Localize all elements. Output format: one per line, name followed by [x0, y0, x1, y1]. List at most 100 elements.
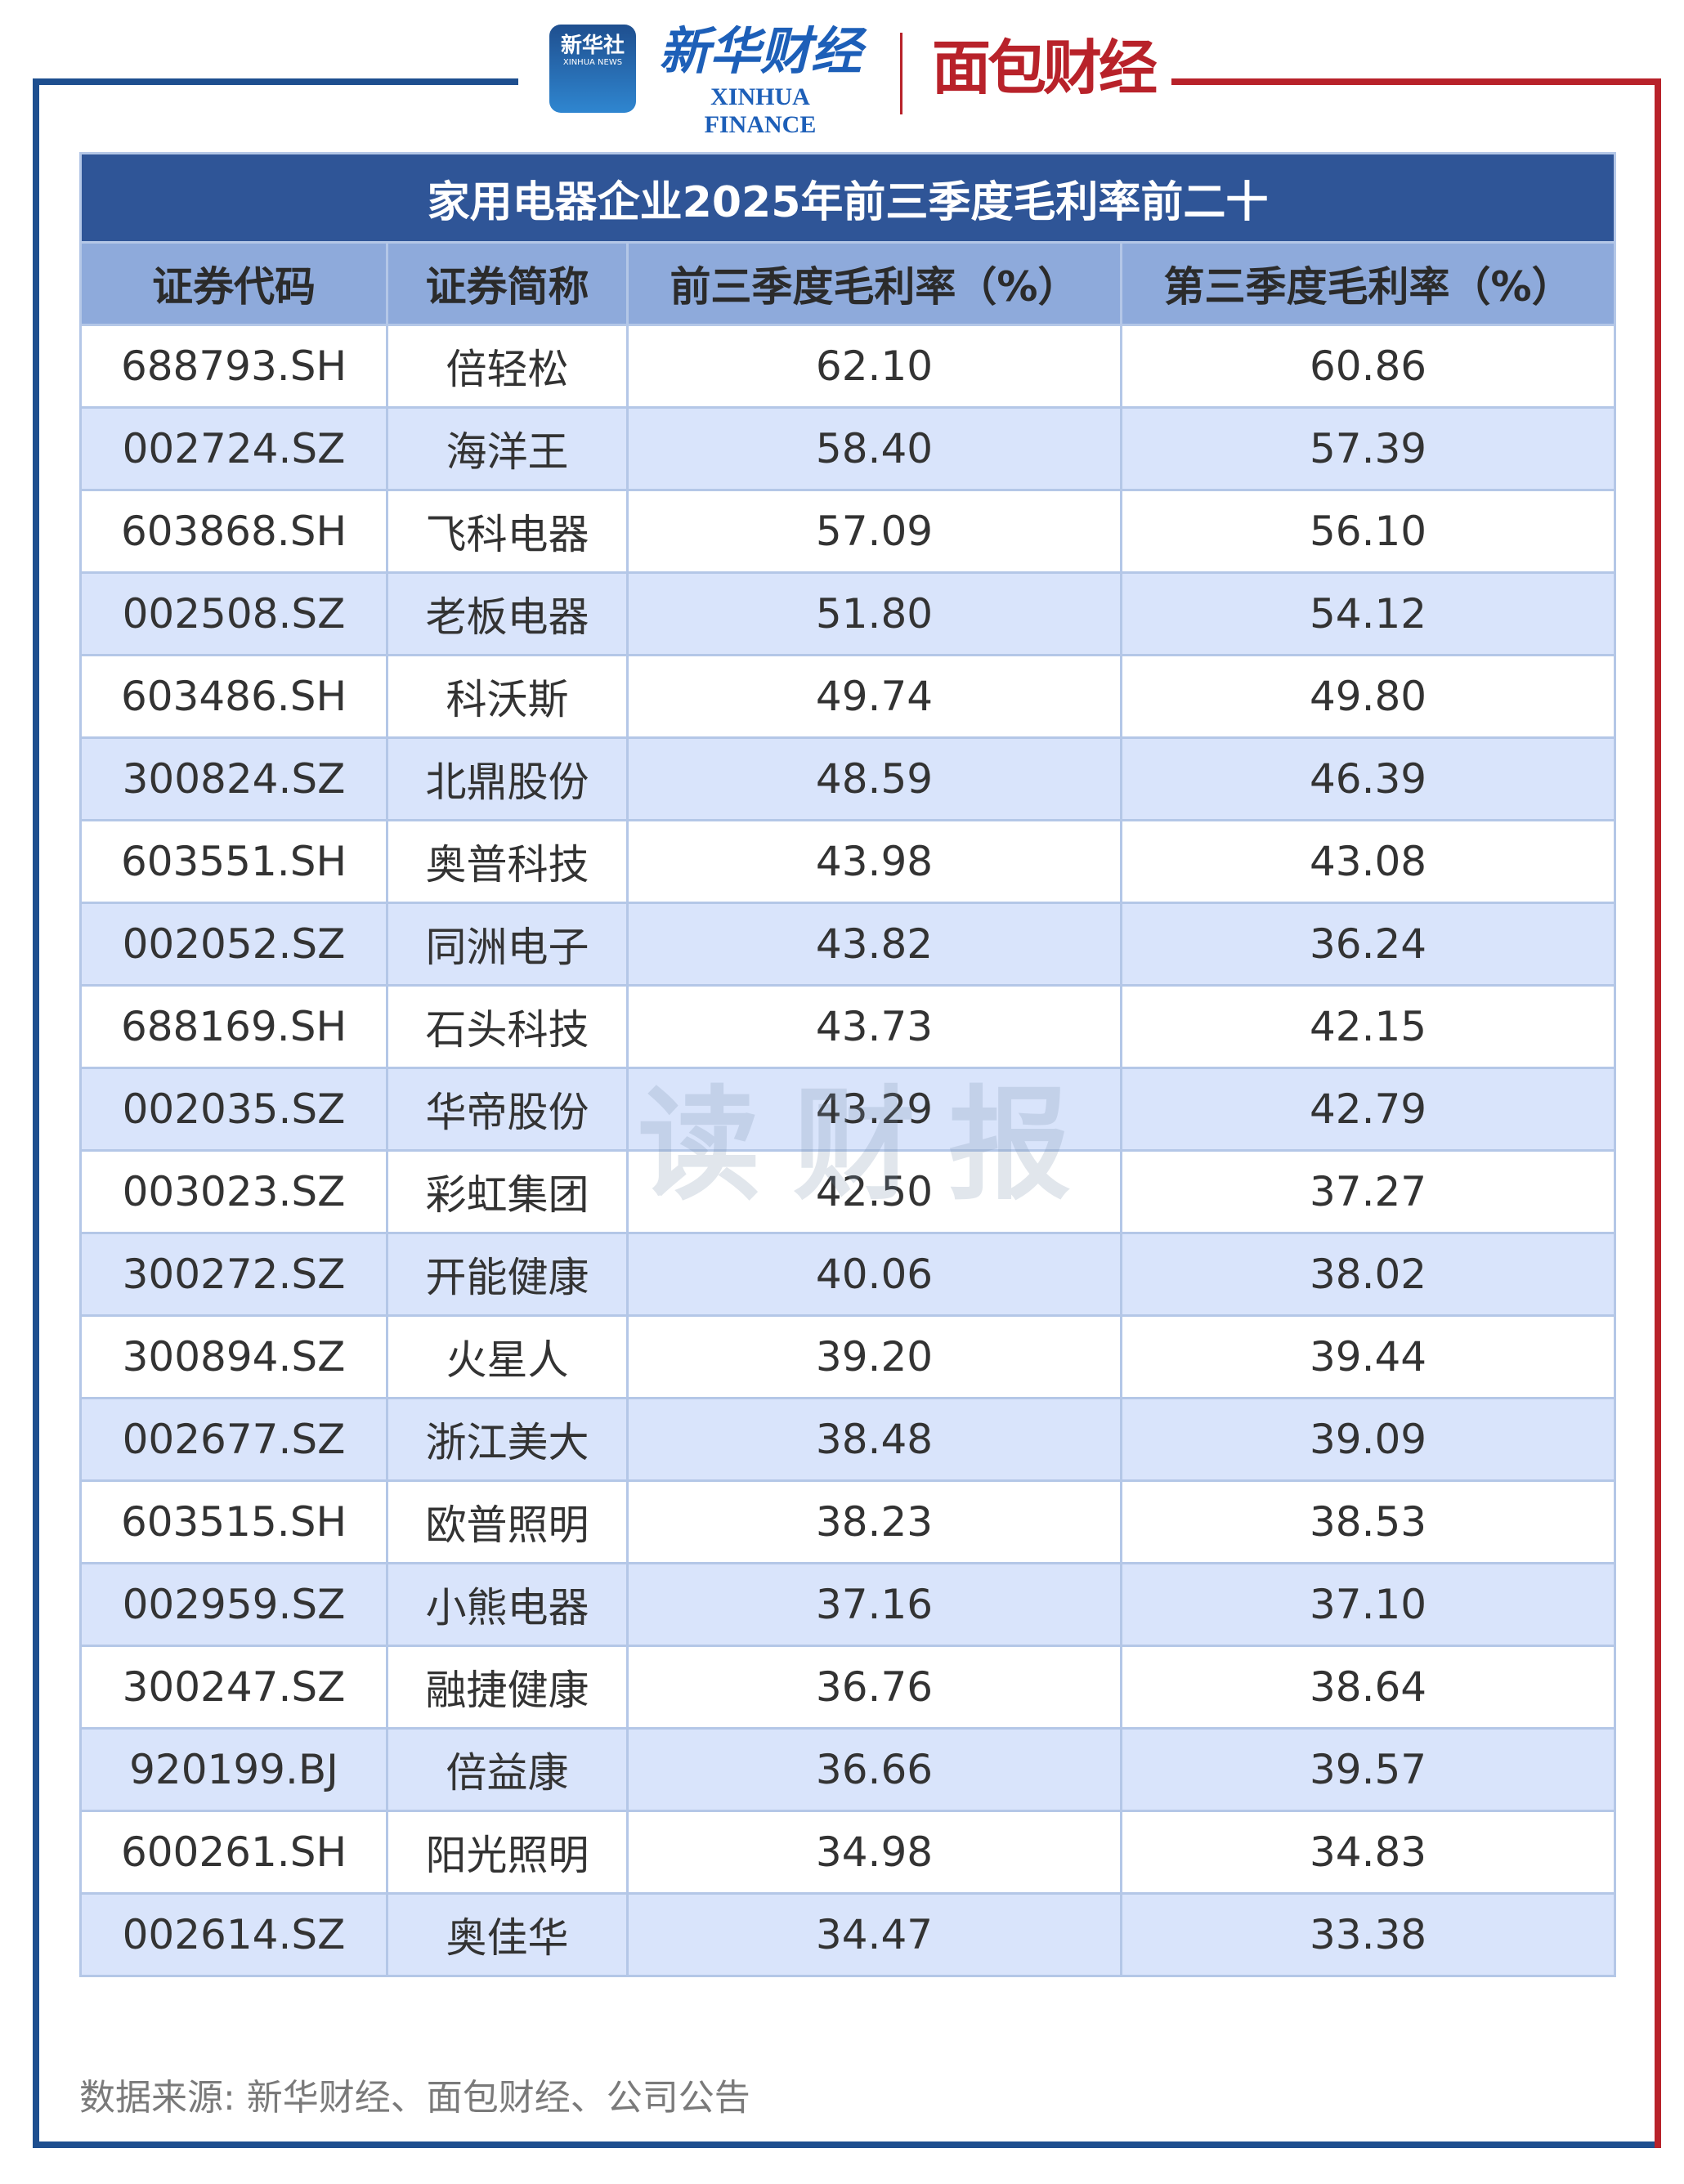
q3-margin-cell: 38.53 — [1119, 1479, 1617, 1564]
stock-code-cell: 300247.SZ — [79, 1645, 388, 1730]
q3-margin-cell: 42.79 — [1119, 1067, 1617, 1152]
q3-margin-cell: 38.64 — [1119, 1645, 1617, 1730]
stock-code-cell: 688793.SH — [79, 324, 388, 409]
stock-code-cell: 688169.SH — [79, 984, 388, 1069]
stock-name-cell: 奥佳华 — [386, 1892, 629, 1977]
stock-name-cell: 阳光照明 — [386, 1810, 629, 1895]
stock-name-cell: 倍益康 — [386, 1727, 629, 1812]
stock-code-cell: 300824.SZ — [79, 736, 388, 821]
q3-margin-cell: 37.10 — [1119, 1562, 1617, 1647]
ytd-margin-cell: 57.09 — [626, 489, 1122, 574]
stock-code-cell: 300272.SZ — [79, 1232, 388, 1317]
frame-left — [33, 78, 39, 2148]
table-row: 300894.SZ 火星人 39.20 39.44 — [79, 1314, 1617, 1399]
q3-margin-cell: 56.10 — [1119, 489, 1617, 574]
stock-name-cell: 小熊电器 — [386, 1562, 629, 1647]
stock-code-cell: 603486.SH — [79, 654, 388, 739]
q3-margin-cell: 39.09 — [1119, 1397, 1617, 1482]
stock-name-cell: 倍轻松 — [386, 324, 629, 409]
ytd-margin-cell: 51.80 — [626, 571, 1122, 656]
stock-code-cell: 002959.SZ — [79, 1562, 388, 1647]
table-row: 002677.SZ 浙江美大 38.48 39.09 — [79, 1397, 1617, 1482]
stock-name-cell: 飞科电器 — [386, 489, 629, 574]
stock-name-cell: 欧普照明 — [386, 1479, 629, 1564]
ytd-margin-cell: 38.48 — [626, 1397, 1122, 1482]
ytd-margin-cell: 36.66 — [626, 1727, 1122, 1812]
frame-top-right — [1171, 78, 1661, 85]
ytd-margin-cell: 42.50 — [626, 1149, 1122, 1234]
stock-code-cell: 002724.SZ — [79, 406, 388, 491]
stock-code-cell: 920199.BJ — [79, 1727, 388, 1812]
table-row: 002035.SZ 华帝股份 43.29 42.79 — [79, 1067, 1617, 1152]
stock-code-cell: 002052.SZ — [79, 902, 388, 987]
stock-name-cell: 海洋王 — [386, 406, 629, 491]
table-row: 300824.SZ 北鼎股份 48.59 46.39 — [79, 736, 1617, 821]
q3-margin-cell: 42.15 — [1119, 984, 1617, 1069]
table-row: 603551.SH 奥普科技 43.98 43.08 — [79, 819, 1617, 904]
column-header: 证券代码 — [79, 241, 388, 326]
table-row: 002052.SZ 同洲电子 43.82 36.24 — [79, 902, 1617, 987]
mianbao-finance-logo: 面包财经 — [932, 34, 1158, 102]
stock-name-cell: 奥普科技 — [386, 819, 629, 904]
q3-margin-cell: 33.38 — [1119, 1892, 1617, 1977]
q3-margin-cell: 37.27 — [1119, 1149, 1617, 1234]
column-header: 第三季度毛利率（%） — [1119, 241, 1617, 326]
q3-margin-cell: 57.39 — [1119, 406, 1617, 491]
stock-name-cell: 北鼎股份 — [386, 736, 629, 821]
table-row: 600261.SH 阳光照明 34.98 34.83 — [79, 1810, 1617, 1895]
q3-margin-cell: 38.02 — [1119, 1232, 1617, 1317]
q3-margin-cell: 39.44 — [1119, 1314, 1617, 1399]
table-title: 家用电器企业2025年前三季度毛利率前二十 — [78, 152, 1617, 244]
frame-bottom — [33, 2141, 1661, 2148]
frame-top-left — [33, 78, 518, 85]
table-row: 002614.SZ 奥佳华 34.47 33.38 — [79, 1892, 1617, 1977]
q3-margin-cell: 49.80 — [1119, 654, 1617, 739]
stock-code-cell: 300894.SZ — [79, 1314, 388, 1399]
stock-name-cell: 火星人 — [386, 1314, 629, 1399]
ytd-margin-cell: 48.59 — [626, 736, 1122, 821]
ytd-margin-cell: 34.98 — [626, 1810, 1122, 1895]
q3-margin-cell: 60.86 — [1119, 324, 1617, 409]
table-row: 003023.SZ 彩虹集团 42.50 37.27 — [79, 1149, 1617, 1234]
ytd-margin-cell: 43.73 — [626, 984, 1122, 1069]
ytd-margin-cell: 43.98 — [626, 819, 1122, 904]
ytd-margin-cell: 38.23 — [626, 1479, 1122, 1564]
stock-name-cell: 华帝股份 — [386, 1067, 629, 1152]
ytd-margin-cell: 37.16 — [626, 1562, 1122, 1647]
q3-margin-cell: 34.83 — [1119, 1810, 1617, 1895]
stock-code-cell: 002508.SZ — [79, 571, 388, 656]
ytd-margin-cell: 39.20 — [626, 1314, 1122, 1399]
stock-name-cell: 同洲电子 — [386, 902, 629, 987]
q3-margin-cell: 46.39 — [1119, 736, 1617, 821]
table-row: 920199.BJ 倍益康 36.66 39.57 — [79, 1727, 1617, 1812]
column-header: 证券简称 — [386, 241, 629, 326]
stock-name-cell: 浙江美大 — [386, 1397, 629, 1482]
q3-margin-cell: 36.24 — [1119, 902, 1617, 987]
ytd-margin-cell: 43.82 — [626, 902, 1122, 987]
table-row: 603486.SH 科沃斯 49.74 49.80 — [79, 654, 1617, 739]
table-row: 603515.SH 欧普照明 38.23 38.53 — [79, 1479, 1617, 1564]
xinhua-news-logo: 新华社 XINHUA NEWS — [549, 25, 636, 113]
stock-code-cell: 002614.SZ — [79, 1892, 388, 1977]
stock-name-cell: 科沃斯 — [386, 654, 629, 739]
stock-name-cell: 彩虹集团 — [386, 1149, 629, 1234]
table-row: 603868.SH 飞科电器 57.09 56.10 — [79, 489, 1617, 574]
table-row: 002724.SZ 海洋王 58.40 57.39 — [79, 406, 1617, 491]
ytd-margin-cell: 40.06 — [626, 1232, 1122, 1317]
stock-code-cell: 002677.SZ — [79, 1397, 388, 1482]
table-row: 688169.SH 石头科技 43.73 42.15 — [79, 984, 1617, 1069]
gross-margin-table: 家用电器企业2025年前三季度毛利率前二十 证券代码 证券简称 前三季度毛利率（%）… — [78, 152, 1617, 1977]
ytd-margin-cell: 62.10 — [626, 324, 1122, 409]
table-row: 002508.SZ 老板电器 51.80 54.12 — [79, 571, 1617, 656]
ytd-margin-cell: 34.47 — [626, 1892, 1122, 1977]
stock-name-cell: 开能健康 — [386, 1232, 629, 1317]
ytd-margin-cell: 36.76 — [626, 1645, 1122, 1730]
data-source-note: 数据来源: 新华财经、面包财经、公司公告 — [79, 2077, 750, 2119]
stock-code-cell: 003023.SZ — [79, 1149, 388, 1234]
stock-code-cell: 603551.SH — [79, 819, 388, 904]
ytd-margin-cell: 58.40 — [626, 406, 1122, 491]
xinhua-finance-logo: 新华财经 XINHUA FINANCE — [658, 21, 862, 138]
ytd-margin-cell: 43.29 — [626, 1067, 1122, 1152]
stock-name-cell: 老板电器 — [386, 571, 629, 656]
